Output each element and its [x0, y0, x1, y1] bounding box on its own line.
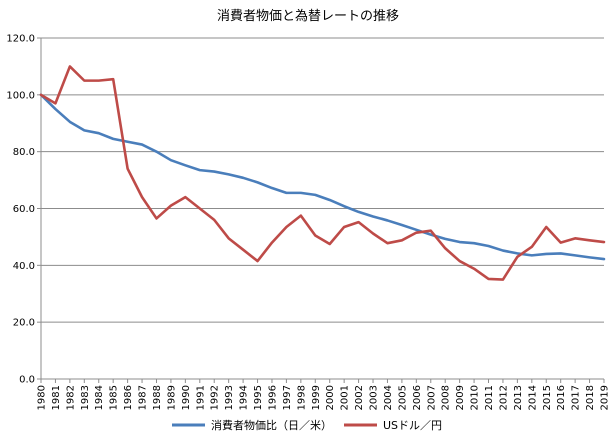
x-tick-label: 1991: [195, 385, 206, 410]
series-line-usd-jpy: [39, 65, 606, 281]
x-tick-label: 2008: [441, 385, 452, 410]
x-tick-label: 1988: [152, 385, 163, 410]
legend-label-usd-jpy: USドル／円: [383, 419, 442, 432]
chart-title: 消費者物価と為替レートの推移: [217, 8, 399, 24]
x-tick-label: 2005: [397, 385, 408, 410]
x-tick-label: 2011: [484, 385, 495, 410]
x-tick-label: 2007: [426, 385, 437, 410]
x-tick-label: 1999: [311, 385, 322, 410]
x-tick-label: 2002: [354, 385, 365, 410]
x-tick-labels: 1980 1981 1982 1983 1984 1985 1986 1987 1988 1989…: [37, 385, 611, 410]
x-tick-label: 2004: [383, 385, 394, 410]
x-tick-label: 1997: [282, 385, 293, 410]
x-tick-label: 2001: [340, 385, 351, 410]
y-tick-label: 120.0: [6, 34, 35, 45]
y-tick-labels: 0.0 20.0 40.0 60.0 80.0 100.0 120.0: [6, 34, 35, 386]
y-tick-label: 20.0: [13, 318, 35, 329]
x-tick-label: 2013: [513, 385, 524, 410]
x-tick-label: 1982: [65, 385, 76, 410]
x-tick-label: 2015: [542, 385, 553, 410]
series-line-cpi-ratio: [39, 93, 606, 261]
x-tick-label: 2014: [527, 385, 538, 410]
x-tick-label: 2016: [556, 385, 567, 410]
x-tick-label: 1983: [80, 385, 91, 410]
x-tick-label: 1985: [109, 385, 120, 410]
x-tick-label: 2006: [412, 385, 423, 410]
x-tick-label: 2017: [571, 385, 582, 410]
x-tick-label: 1990: [181, 385, 192, 410]
y-tick-label: 100.0: [6, 90, 35, 101]
legend-label-cpi-ratio: 消費者物価比（日／米）: [211, 418, 332, 432]
x-tick-label: 1995: [253, 385, 264, 410]
x-tick-label: 1996: [267, 385, 278, 410]
x-tick-label: 2003: [369, 385, 380, 410]
x-tick-label: 1993: [224, 385, 235, 410]
x-tick-label: 1986: [123, 385, 134, 410]
x-tick-label: 1981: [51, 385, 62, 410]
gridlines: [41, 37, 604, 323]
legend: 消費者物価比（日／米） USドル／円: [172, 418, 442, 432]
x-tick-label: 1984: [94, 385, 105, 410]
x-tick-label: 1989: [166, 385, 177, 410]
x-tick-label: 1994: [239, 385, 250, 410]
x-tick-label: 2009: [455, 385, 466, 410]
axes: [37, 37, 605, 383]
y-tick-label: 80.0: [13, 147, 35, 158]
y-tick-label: 40.0: [13, 261, 35, 272]
x-tick-label: 2000: [325, 385, 336, 410]
x-tick-label: 2012: [498, 385, 509, 410]
x-tick-label: 2010: [470, 385, 481, 410]
x-tick-label: 1998: [296, 385, 307, 410]
x-tick-label: 1987: [138, 385, 149, 410]
x-tick-label: 1980: [37, 385, 48, 410]
y-tick-label: 0.0: [19, 375, 35, 386]
x-tick-label: 2019: [600, 385, 611, 410]
x-tick-label: 1992: [210, 385, 221, 410]
y-tick-label: 60.0: [13, 204, 35, 215]
x-tick-label: 2018: [585, 385, 596, 410]
series-lines: [39, 65, 606, 281]
